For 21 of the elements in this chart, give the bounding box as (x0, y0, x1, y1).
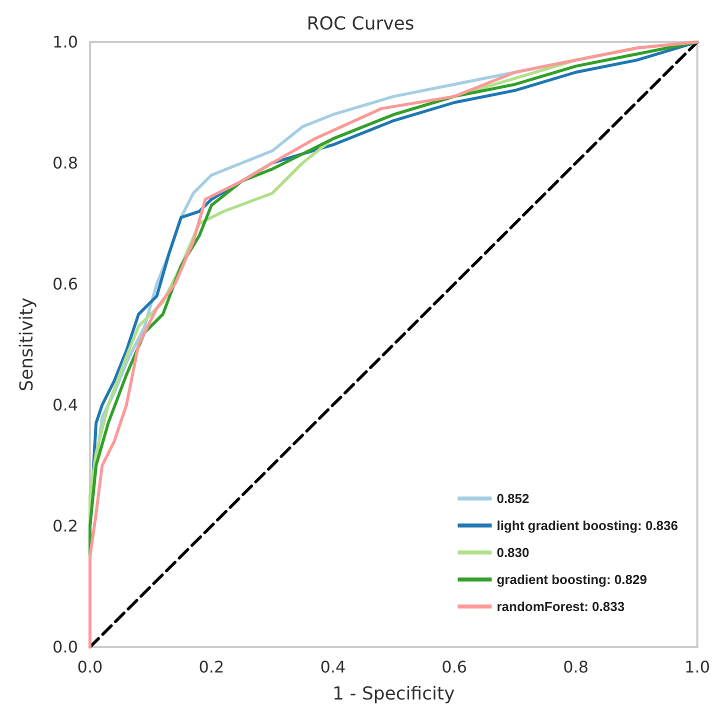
legend-label: gradient boosting: 0.829 (496, 572, 647, 587)
x-tick-label: 0.4 (320, 658, 346, 676)
x-tick-label: 0.8 (563, 658, 589, 676)
y-tick-label: 0.0 (52, 638, 78, 656)
x-tick-label: 0.0 (77, 658, 103, 676)
legend-label: randomForest: 0.833 (496, 599, 625, 614)
y-axis-title: Sensitivity (16, 297, 38, 392)
legend-label: 0.830 (496, 545, 530, 560)
legend-label: 0.852 (496, 491, 530, 506)
y-tick-label: 0.4 (52, 396, 78, 414)
x-axis-title: 1 - Specificity (332, 684, 456, 704)
y-tick-label: 0.6 (52, 274, 78, 294)
x-tick-label: 1.0 (684, 658, 710, 676)
y-tick-label: 0.8 (52, 154, 78, 172)
y-tick-label: 0.2 (52, 516, 78, 536)
y-tick-label: 1.0 (52, 32, 78, 52)
line-series (88, 40, 699, 648)
legend-label: light gradient boosting: 0.836 (496, 518, 678, 533)
x-tick-label: 0.6 (442, 658, 468, 676)
x-tick-label: 0.2 (198, 658, 224, 676)
chart-title: ROC Curves (306, 14, 414, 34)
